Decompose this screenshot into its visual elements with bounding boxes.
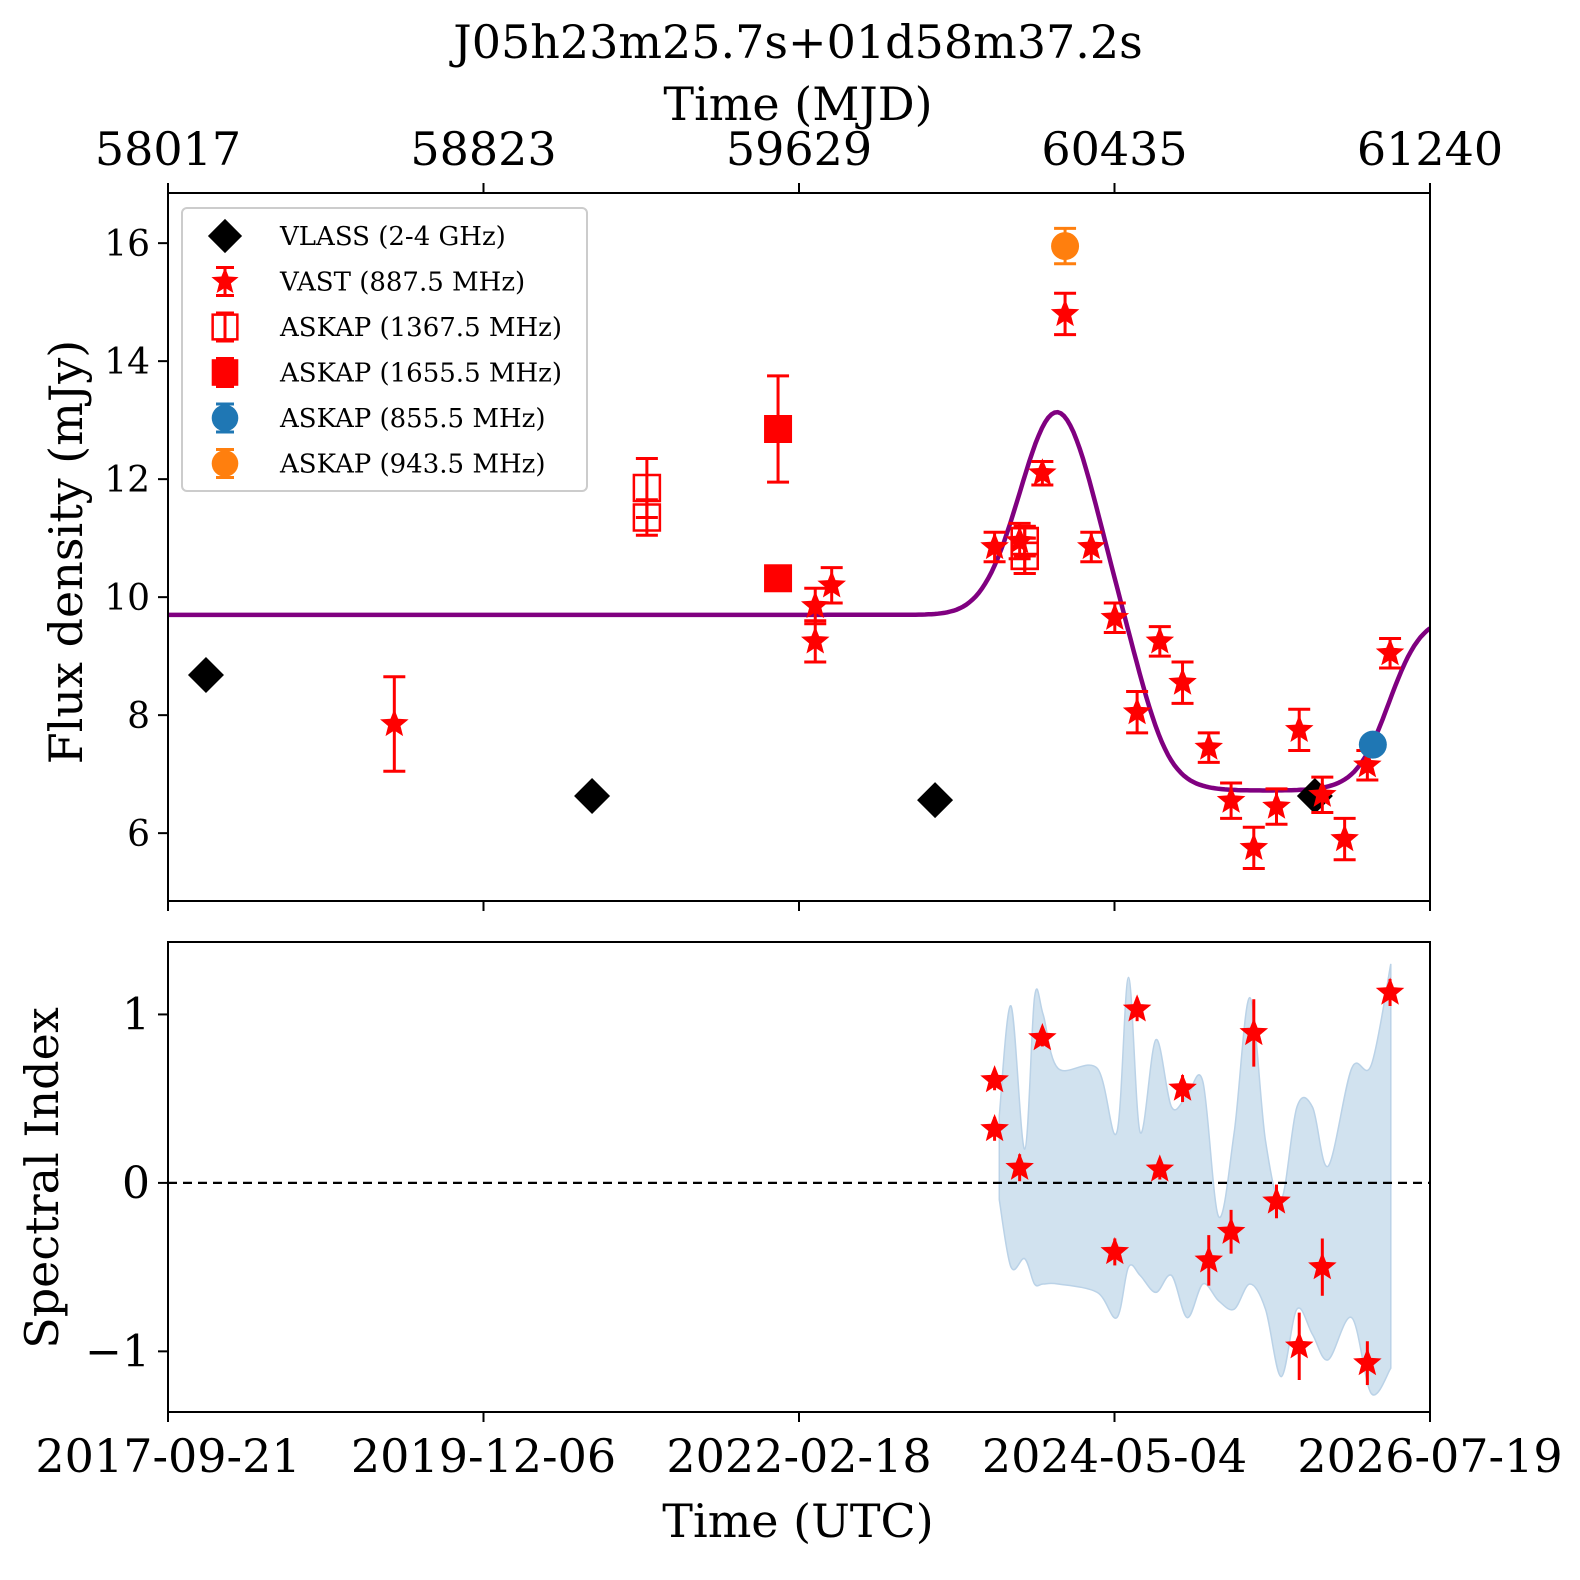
flux-point-0-1 xyxy=(574,777,611,814)
chart-title: J05h23m25.7s+01d58m37.2s xyxy=(449,15,1142,69)
spec-y-tick-label-2: 1 xyxy=(122,989,150,1040)
legend-item-4-label: ASKAP (855.5 MHz) xyxy=(279,404,545,434)
spectral-index-y-axis-label: Spectral Index xyxy=(15,1007,69,1349)
flux-point-1-2 xyxy=(801,626,830,654)
flux-data-area xyxy=(168,226,1430,871)
flux-point-1-17 xyxy=(1285,714,1314,742)
flux-point-4-0 xyxy=(1358,730,1387,759)
spec-point-0-15 xyxy=(1375,977,1405,1005)
legend-item-3-marker xyxy=(211,359,239,386)
flux-point-1-6 xyxy=(1028,458,1057,486)
spectral-index-panel xyxy=(167,941,1431,1413)
flux-point-1-8 xyxy=(1077,532,1106,560)
top-x-tick-label-3: 60435 xyxy=(1041,122,1187,176)
legend-box xyxy=(181,207,588,492)
bottom-x-tick-label-3: 2024-05-04 xyxy=(982,1429,1247,1483)
flux-y-tick-label-2: 10 xyxy=(104,578,150,619)
flux-point-5-0 xyxy=(1051,232,1080,261)
bottom-x-tick-label-1: 2019-12-06 xyxy=(351,1429,616,1483)
flux-y-axis-label: Flux density (mJy) xyxy=(39,340,93,764)
legend-item-1-label: VAST (887.5 MHz) xyxy=(279,268,525,298)
flux-point-1-7 xyxy=(1050,299,1080,327)
top-x-tick-label-0: 58017 xyxy=(95,122,241,176)
flux-point-2-1 xyxy=(632,503,662,532)
bottom-x-tick-label-4: 2026-07-19 xyxy=(1297,1429,1562,1483)
flux-point-1-18 xyxy=(1308,779,1337,807)
flux-point-3-1 xyxy=(764,564,793,593)
flux-y-tick-label-4: 14 xyxy=(104,342,150,383)
top-x-tick-label-2: 59629 xyxy=(726,122,872,176)
legend-item-5-marker xyxy=(211,450,239,477)
flux-point-1-14 xyxy=(1216,785,1246,813)
flux-point-1-9 xyxy=(1100,602,1130,630)
spec-series-0 xyxy=(980,977,1405,1386)
flux-point-0-2 xyxy=(917,782,954,819)
spec-point-0-12 xyxy=(1285,1331,1314,1359)
flux-series-2 xyxy=(632,457,1039,576)
spec-data-area xyxy=(168,963,1430,1396)
flux-series-5 xyxy=(1051,226,1080,266)
legend-item-3-label: ASKAP (1655.5 MHz) xyxy=(279,359,562,389)
legend-item-0-label: VLASS (2-4 GHz) xyxy=(279,222,506,252)
flux-point-2-5 xyxy=(1010,541,1039,571)
spec-point-0-13 xyxy=(1308,1252,1337,1280)
flux-point-1-16 xyxy=(1262,791,1291,819)
legend-item-1-marker xyxy=(211,267,239,293)
flux-point-1-4 xyxy=(980,532,1009,560)
uncertainty-band xyxy=(998,963,1392,1396)
spec-point-0-6 xyxy=(1145,1154,1175,1182)
spec-point-0-4 xyxy=(1100,1237,1130,1265)
spec-point-0-1 xyxy=(980,1114,1009,1142)
spec-point-0-5 xyxy=(1122,994,1152,1022)
flux-point-1-12 xyxy=(1168,667,1197,695)
flux-point-1-0 xyxy=(380,709,409,737)
spec-point-0-0 xyxy=(980,1065,1009,1093)
legend-item-0-marker xyxy=(207,218,243,254)
legend-item-5-label: ASKAP (943.5 MHz) xyxy=(279,450,545,480)
legend-item-2-label: ASKAP (1367.5 MHz) xyxy=(279,313,562,343)
flux-point-1-1 xyxy=(801,591,830,619)
flux-point-1-21 xyxy=(1375,638,1405,666)
flux-point-1-20 xyxy=(1353,750,1382,778)
spec-point-0-9 xyxy=(1216,1216,1246,1244)
spec-point-0-8 xyxy=(1194,1245,1223,1273)
top-x-tick-label-1: 58823 xyxy=(410,122,556,176)
flux-y-tick-label-1: 8 xyxy=(127,696,150,737)
legend-item-4-marker xyxy=(211,404,239,432)
spec-point-0-11 xyxy=(1262,1186,1291,1214)
flux-series-4 xyxy=(1358,730,1387,759)
flux-y-tick-label-0: 6 xyxy=(127,814,150,855)
spec-point-0-10 xyxy=(1239,1018,1269,1046)
flux-y-tick-label-3: 12 xyxy=(104,460,150,501)
bottom-x-axis-label: Time (UTC) xyxy=(662,1494,933,1548)
flux-point-0-0 xyxy=(187,657,224,694)
spec-point-0-2 xyxy=(1005,1152,1034,1180)
flux-point-1-19 xyxy=(1330,824,1359,852)
flux-y-tick-label-5: 16 xyxy=(104,224,150,265)
axis-ticks: 58017 2017-09-21 58823 2019-12-06 59629 2022-… xyxy=(35,122,1562,1483)
flux-point-3-0 xyxy=(764,415,793,443)
legend-item-2-marker xyxy=(211,313,239,341)
top-x-tick-label-4: 61240 xyxy=(1357,122,1503,176)
flux-series-3 xyxy=(764,374,793,593)
flux-point-1-11 xyxy=(1145,626,1175,654)
flux-point-1-15 xyxy=(1239,832,1269,860)
flux-point-1-10 xyxy=(1122,697,1152,725)
bottom-x-tick-label-2: 2022-02-18 xyxy=(666,1429,931,1483)
flux-point-1-3 xyxy=(817,570,846,598)
top-x-axis-label: Time (MJD) xyxy=(663,77,932,131)
bottom-x-tick-label-0: 2017-09-21 xyxy=(35,1429,300,1483)
model-curve xyxy=(168,409,1430,793)
spec-point-0-3 xyxy=(1028,1023,1057,1051)
spec-y-tick-label-0: −1 xyxy=(85,1326,150,1377)
spec-point-0-14 xyxy=(1353,1348,1382,1376)
spec-point-0-7 xyxy=(1168,1073,1197,1101)
flux-point-1-13 xyxy=(1194,732,1223,760)
legend: VLASS (2-4 GHz) VAST (887.5 MHz) ASKAP (13… xyxy=(181,207,588,492)
spec-y-tick-label-1: 0 xyxy=(122,1158,150,1209)
